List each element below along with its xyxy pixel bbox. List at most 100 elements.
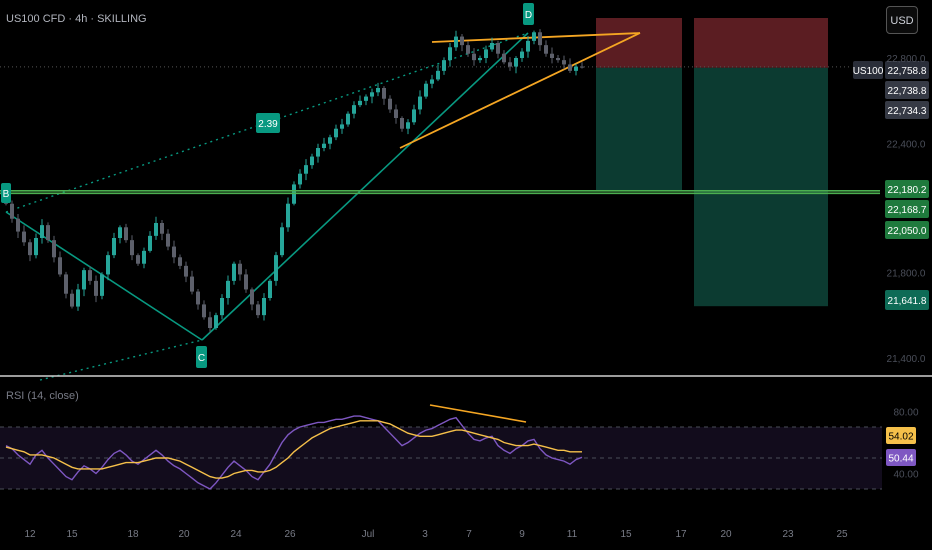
level-tag-1-bg [885, 180, 929, 198]
candle-body [538, 32, 542, 46]
candle-body [484, 49, 488, 58]
candle-body [58, 257, 62, 275]
candle [364, 94, 368, 106]
candle-body [454, 36, 458, 48]
candle [226, 275, 230, 305]
candle [64, 271, 68, 299]
price-tag-symbol: US100 [853, 61, 884, 79]
candle [82, 267, 86, 297]
candle-body [520, 51, 524, 58]
candle [430, 74, 434, 89]
candle-body [184, 265, 188, 277]
rsi-ma-tag-bg [886, 427, 916, 444]
candle [472, 48, 476, 66]
candle-body [148, 235, 152, 251]
candle-body [70, 293, 74, 307]
time-tick-label: 3 [422, 529, 428, 540]
candle-body [388, 98, 392, 110]
candle-body [580, 66, 584, 68]
candle-body [244, 274, 248, 290]
pattern-diagonal-lower [39, 339, 203, 381]
time-tick-label: 15 [620, 529, 632, 540]
candle [388, 95, 392, 113]
candle-body [418, 96, 422, 110]
candle-body [118, 227, 122, 238]
symbol-title: US100 CFD · 4h · SKILLING [6, 13, 147, 25]
candle [328, 134, 332, 150]
level-tag-3: 22,050.0 [885, 221, 929, 239]
time-tick-label: 11 [567, 529, 578, 540]
candle [220, 294, 224, 320]
candle-body [160, 223, 164, 234]
candle-body [250, 289, 254, 305]
rsi-divergence-line [429, 404, 527, 423]
price-tag-other-1-bg [885, 81, 929, 99]
candle-body [316, 148, 320, 157]
candle [442, 57, 446, 75]
candle [418, 90, 422, 115]
candle-body [436, 70, 440, 80]
currency-button[interactable]: USD [886, 6, 918, 34]
candle-body [280, 227, 284, 256]
candle [568, 58, 572, 73]
level-tag-2-bg [885, 200, 929, 218]
candle [76, 283, 80, 311]
time-tick-label: Jul [362, 529, 375, 540]
candle [424, 80, 428, 99]
candle [136, 253, 140, 266]
rsi-ma-tag: 54.02 [886, 427, 916, 444]
candle [58, 251, 62, 277]
candle [508, 57, 512, 71]
time-tick-label: 20 [178, 529, 190, 540]
candle-body [394, 109, 398, 118]
label-ratio-text: 2.39 [258, 119, 278, 130]
target-zone-1 [596, 67, 682, 191]
candle [478, 55, 482, 63]
level-tag-3-bg [885, 221, 929, 239]
price-tag-other-1-text: 22,738.8 [888, 86, 927, 97]
candle [34, 233, 38, 259]
candle-body [478, 58, 482, 61]
rsi-tick-label: 40.00 [893, 470, 918, 481]
candle [346, 111, 350, 127]
candle [190, 270, 194, 295]
candle-body [376, 88, 380, 93]
price-tag-other-2-bg [885, 101, 929, 119]
candle-body [16, 218, 20, 232]
candle [274, 251, 278, 286]
candle [454, 30, 458, 51]
candle [550, 47, 554, 64]
candle-body [334, 128, 338, 138]
candle-body [94, 280, 98, 296]
candle [124, 223, 128, 243]
label-c: C [196, 346, 207, 368]
candle-body [490, 43, 494, 50]
time-tick-label: 17 [675, 529, 687, 540]
candle-body [262, 298, 266, 316]
candle-body [412, 109, 416, 123]
candle-body [130, 240, 134, 256]
candle [202, 300, 206, 320]
candle-body [232, 263, 236, 281]
candle [298, 169, 302, 189]
candle [490, 37, 494, 52]
candle-body [442, 60, 446, 71]
candle-body [298, 173, 302, 185]
candle-body [574, 66, 578, 71]
candle-body [472, 53, 476, 61]
candle [40, 219, 44, 244]
candle-body [220, 298, 224, 316]
candle [544, 40, 548, 57]
label-b: B [1, 183, 11, 203]
candle [466, 41, 470, 57]
candle [484, 45, 488, 64]
candle-body [10, 203, 14, 219]
candle [340, 118, 344, 134]
candle [352, 101, 356, 119]
time-tick-label: 15 [66, 529, 78, 540]
label-d-bg [523, 3, 534, 25]
candle [520, 48, 524, 62]
pattern-diagonal-bd [5, 32, 529, 213]
candle-body [22, 231, 26, 243]
